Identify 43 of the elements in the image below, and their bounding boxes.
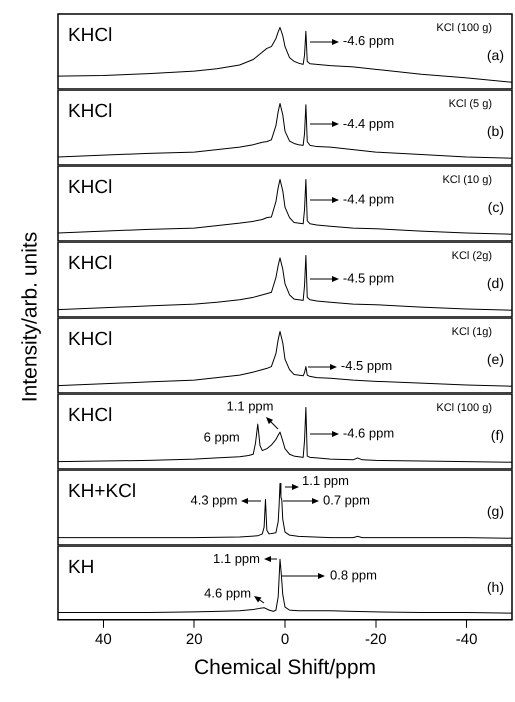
annotation: (b) bbox=[486, 122, 504, 139]
annotation: KCl (2g) bbox=[452, 250, 492, 262]
annotation: KCl (5 g) bbox=[448, 98, 492, 110]
annotation: KHCl bbox=[68, 25, 112, 46]
annotation: 0.8 ppm bbox=[330, 568, 377, 583]
annotation: (h) bbox=[486, 578, 504, 595]
x-axis-title: Chemical Shift/ppm bbox=[194, 656, 376, 680]
annotation: 4.6 ppm bbox=[204, 585, 252, 600]
annotation: KHCl bbox=[68, 101, 112, 122]
x-tick-label: -40 bbox=[456, 630, 478, 648]
annotation: 6 ppm bbox=[204, 430, 240, 445]
annotation: (f) bbox=[490, 426, 504, 443]
annotation: 1.1 ppm bbox=[226, 398, 274, 414]
annotation: KCl (100 g) bbox=[436, 402, 492, 414]
annotation: 4.3 ppm bbox=[190, 492, 238, 508]
annotation: KH bbox=[68, 557, 94, 578]
annotation: 0.7 ppm bbox=[323, 492, 370, 508]
annotation: 1.1 ppm bbox=[213, 550, 260, 566]
annotation: -4.4 ppm bbox=[342, 116, 394, 132]
annotation: 1.1 ppm bbox=[302, 473, 349, 488]
annotation: KCl (10 g) bbox=[442, 174, 492, 186]
x-tick-label: 20 bbox=[186, 630, 203, 648]
annotation: -4.6 ppm bbox=[342, 426, 394, 441]
annotation: (e) bbox=[486, 350, 504, 367]
x-tick-label: 40 bbox=[95, 630, 112, 648]
annotation: (a) bbox=[486, 46, 504, 63]
annotation: KHCl bbox=[68, 329, 112, 350]
annotation: KHCl bbox=[68, 177, 112, 198]
annotation: (d) bbox=[486, 274, 504, 291]
x-tick-label: 0 bbox=[280, 630, 290, 648]
annotation: KHCl bbox=[68, 253, 112, 274]
annotation: KCl (100 g) bbox=[436, 22, 492, 34]
annotation: (g) bbox=[486, 502, 504, 519]
annotation: KHCl bbox=[68, 405, 112, 426]
annotation: KCl (1g) bbox=[452, 326, 492, 338]
y-axis-title: Intensity/arb. units bbox=[18, 232, 42, 402]
annotation: -4.5 ppm bbox=[340, 358, 392, 374]
annotation: -4.4 ppm bbox=[342, 191, 394, 206]
annotation: -4.6 ppm bbox=[342, 33, 394, 48]
annotation: KH+KCl bbox=[68, 481, 136, 502]
annotation: (c) bbox=[488, 198, 504, 215]
x-tick-label: -20 bbox=[364, 630, 387, 648]
annotation: -4.5 ppm bbox=[342, 270, 394, 286]
